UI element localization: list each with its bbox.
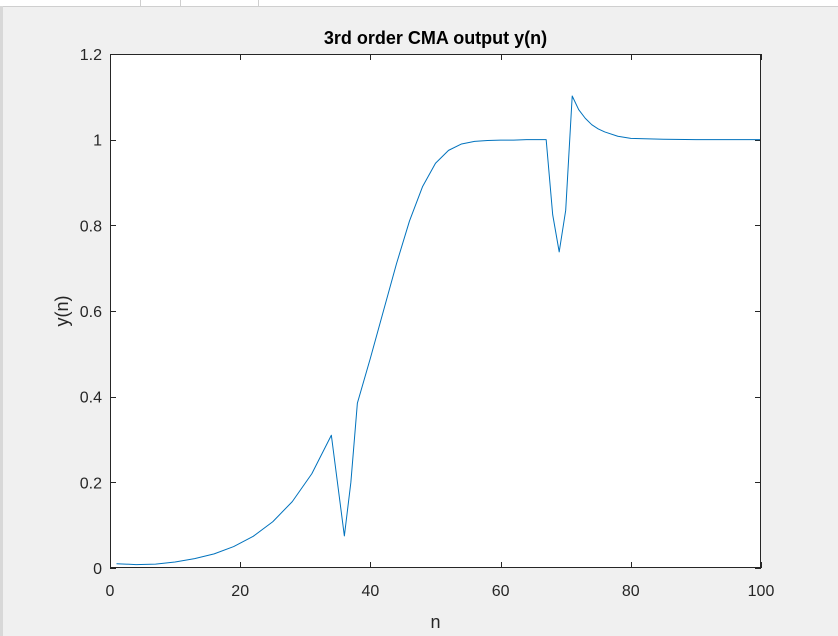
y-tick-label: 0.8 (80, 218, 102, 235)
x-tick-label: 100 (748, 583, 775, 600)
x-tick-label: 0 (106, 583, 115, 600)
chart-title: 3rd order CMA output y(n) (324, 28, 547, 48)
tick-labels: 0 20 40 60 80 100 0 0.2 0.4 0.6 0.8 1 1.2 (80, 47, 775, 600)
x-tick-label: 60 (492, 583, 510, 600)
y-tick-label: 0.2 (80, 475, 102, 492)
y-tick-label: 0 (93, 561, 102, 578)
plot-area[interactable] (110, 54, 761, 568)
toolbar-separator (140, 0, 141, 6)
x-tick-label: 20 (231, 583, 249, 600)
y-tick-label: 0.6 (80, 304, 102, 321)
y-tick-label: 0.4 (80, 390, 102, 407)
series-line-y-n (116, 95, 761, 566)
y-axis-label: y(n) (52, 296, 72, 327)
x-tick-label: 40 (362, 583, 380, 600)
top-toolbar-strip (0, 0, 838, 7)
left-edge-strip (0, 6, 3, 636)
axes-box (110, 54, 761, 568)
x-tick-label: 80 (622, 583, 640, 600)
x-axis-label: n (430, 612, 440, 632)
toolbar-separator (180, 0, 181, 6)
toolbar-separator (258, 0, 259, 6)
y-tick-label: 1 (93, 133, 102, 150)
y-tick-label: 1.2 (80, 47, 102, 64)
